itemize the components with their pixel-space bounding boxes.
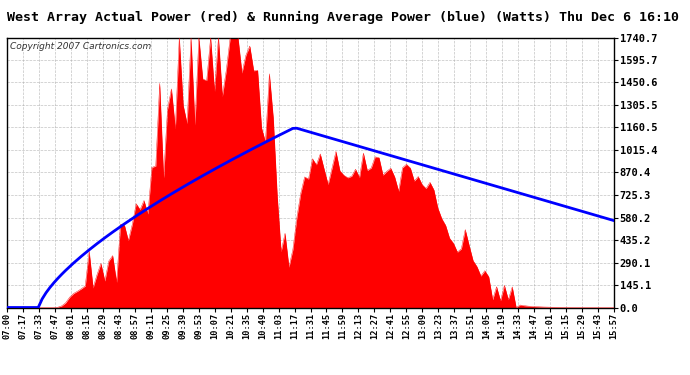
Text: Copyright 2007 Cartronics.com: Copyright 2007 Cartronics.com	[10, 42, 151, 51]
Text: West Array Actual Power (red) & Running Average Power (blue) (Watts) Thu Dec 6 1: West Array Actual Power (red) & Running …	[7, 11, 679, 24]
